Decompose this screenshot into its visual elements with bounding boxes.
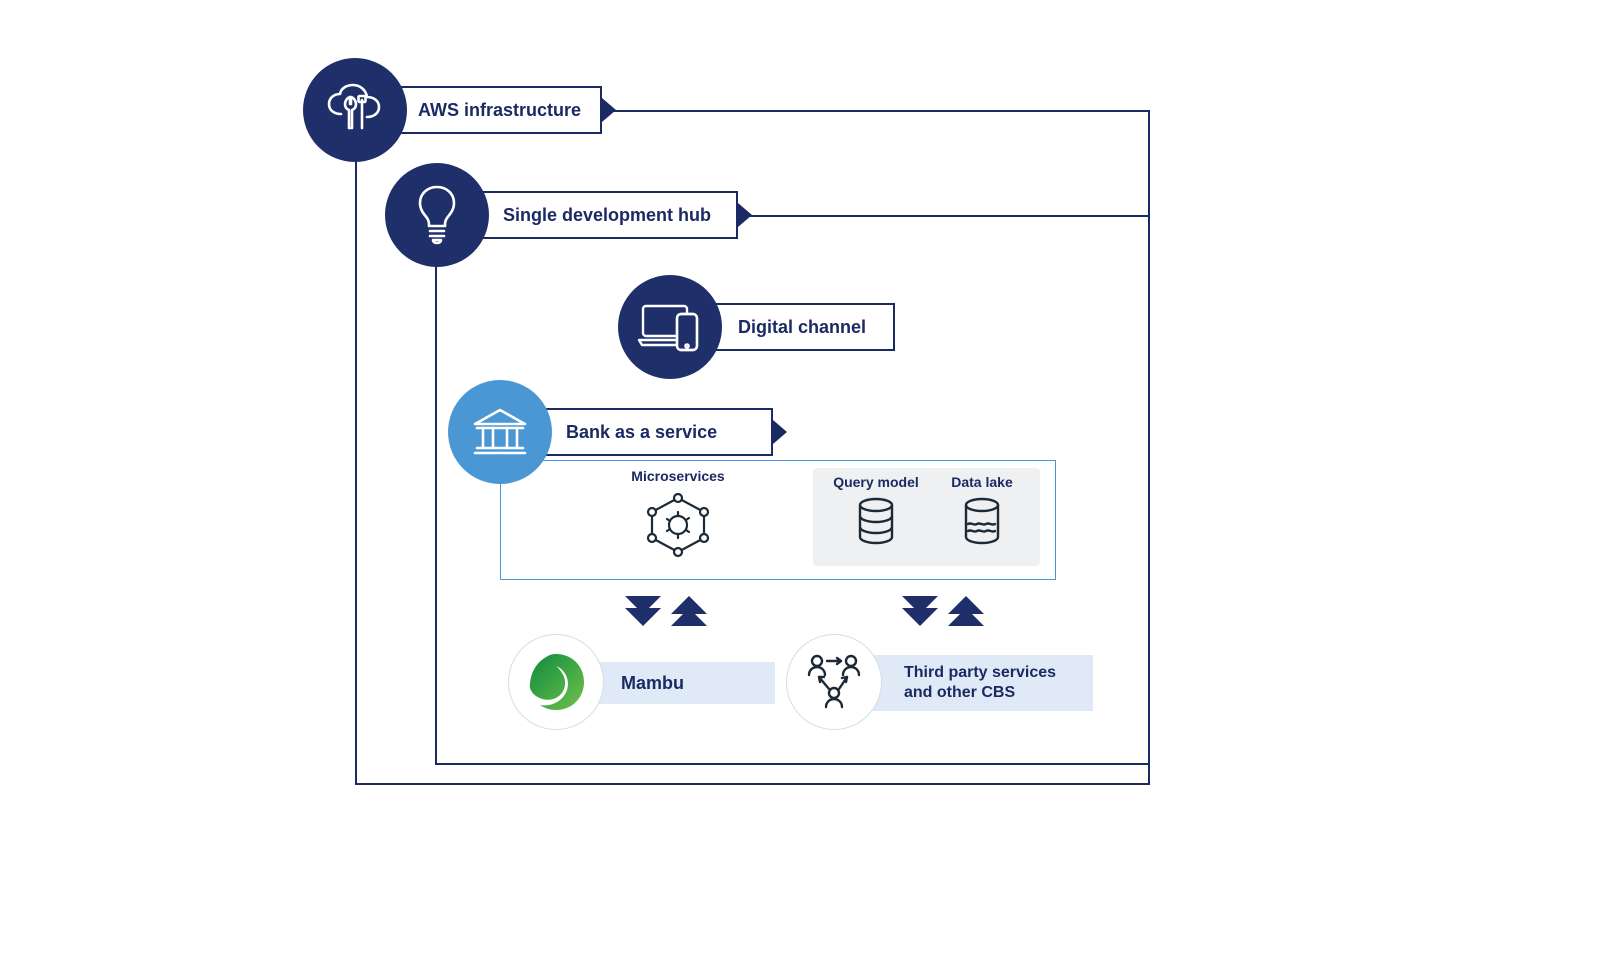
- hub-label-box: Single development hub: [455, 191, 738, 239]
- people-network-icon: [797, 647, 871, 717]
- mambu-label-box: Mambu: [575, 662, 775, 704]
- aws-pointer: [602, 98, 616, 122]
- hub-pointer: [738, 203, 752, 227]
- lightbulb-icon: [413, 183, 461, 247]
- datalake-icon: [958, 496, 1006, 550]
- microservices-group: Microservices: [608, 468, 748, 560]
- arrows-right: [902, 596, 984, 626]
- query-model-label: Query model: [822, 474, 930, 490]
- mambu-circle: [508, 634, 604, 730]
- thirdparty-label-box: Third party services and other CBS: [858, 655, 1093, 711]
- aws-circle: [303, 58, 407, 162]
- data-lake-label: Data lake: [932, 474, 1032, 490]
- cloud-tools-icon: [323, 82, 387, 138]
- hub-label: Single development hub: [503, 205, 711, 226]
- digital-label: Digital channel: [738, 317, 866, 338]
- digital-circle: [618, 275, 722, 379]
- baas-label: Bank as a service: [566, 422, 717, 443]
- baas-label-box: Bank as a service: [518, 408, 773, 456]
- baas-circle: [448, 380, 552, 484]
- hub-circle: [385, 163, 489, 267]
- aws-label: AWS infrastructure: [418, 100, 581, 121]
- database-icon: [852, 496, 900, 550]
- baas-pointer: [773, 420, 787, 444]
- data-lake-group: Data lake: [932, 474, 1032, 550]
- devices-icon: [635, 298, 705, 356]
- microservices-icon: [638, 490, 718, 560]
- microservices-label: Microservices: [608, 468, 748, 484]
- thirdparty-label: Third party services and other CBS: [904, 663, 1056, 703]
- mambu-label: Mambu: [621, 673, 684, 694]
- query-model-group: Query model: [822, 474, 930, 550]
- bank-icon: [469, 404, 531, 460]
- mambu-logo-icon: [522, 648, 590, 716]
- arrows-left: [625, 596, 707, 626]
- thirdparty-circle: [786, 634, 882, 730]
